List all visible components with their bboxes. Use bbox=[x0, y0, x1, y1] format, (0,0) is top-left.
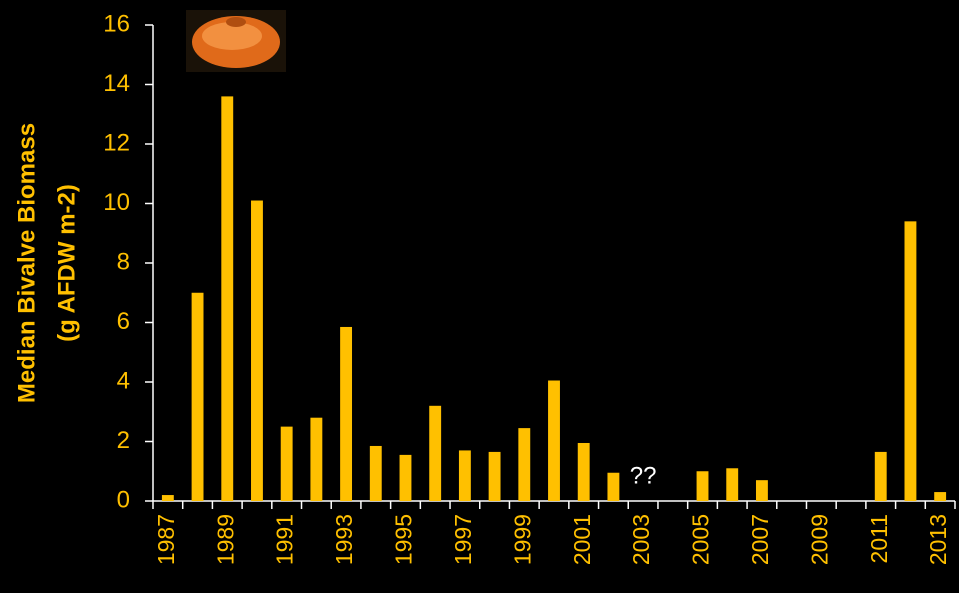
bar bbox=[696, 471, 709, 501]
bar bbox=[518, 428, 531, 501]
bar bbox=[904, 221, 917, 501]
y-tick-label: 8 bbox=[117, 248, 130, 275]
y-tick-label: 0 bbox=[117, 486, 130, 513]
y-tick-label: 4 bbox=[117, 367, 130, 394]
x-tick-label: 2003 bbox=[628, 514, 654, 565]
x-tick-label: 2013 bbox=[925, 514, 951, 565]
bar bbox=[280, 426, 293, 501]
bar bbox=[607, 472, 620, 501]
y-axis-title: (g AFDW m-2) bbox=[53, 184, 80, 342]
bar bbox=[548, 380, 560, 501]
x-tick-label: 2005 bbox=[688, 514, 714, 565]
y-tick-label: 16 bbox=[103, 10, 130, 37]
bar bbox=[488, 451, 501, 501]
y-tick-label: 12 bbox=[103, 129, 130, 156]
y-axis-title: Median Bivalve Biomass bbox=[13, 123, 40, 403]
x-tick-label: 1991 bbox=[272, 514, 298, 565]
bar bbox=[340, 326, 353, 501]
bar bbox=[755, 480, 768, 501]
x-tick-label: 2011 bbox=[866, 514, 892, 563]
y-tick-label: 2 bbox=[117, 427, 130, 454]
clam-icon bbox=[186, 10, 286, 72]
bar bbox=[577, 442, 590, 501]
bar bbox=[429, 405, 442, 501]
x-tick-label: 1989 bbox=[212, 514, 238, 565]
x-tick-label: 1987 bbox=[153, 514, 179, 565]
bar bbox=[221, 96, 234, 502]
bar bbox=[369, 445, 382, 501]
bar bbox=[874, 451, 887, 501]
x-tick-label: 2009 bbox=[806, 514, 832, 565]
x-tick-label: 2001 bbox=[569, 514, 595, 565]
x-tick-label: 1995 bbox=[391, 514, 417, 565]
x-tick-label: 1999 bbox=[509, 514, 535, 565]
bar bbox=[458, 450, 471, 501]
x-tick-label: 1997 bbox=[450, 514, 476, 565]
annotation: ?? bbox=[630, 462, 657, 489]
y-tick-label: 10 bbox=[103, 189, 130, 216]
bar bbox=[161, 495, 174, 501]
bar bbox=[191, 292, 204, 501]
bar bbox=[310, 417, 323, 501]
x-tick-label: 1993 bbox=[331, 514, 357, 565]
y-tick-label: 6 bbox=[117, 308, 130, 335]
bar bbox=[399, 454, 412, 501]
bar bbox=[934, 492, 947, 501]
y-tick-label: 14 bbox=[103, 70, 130, 97]
x-tick-label: 2007 bbox=[747, 514, 773, 565]
bar bbox=[251, 200, 263, 501]
bar bbox=[726, 468, 739, 501]
